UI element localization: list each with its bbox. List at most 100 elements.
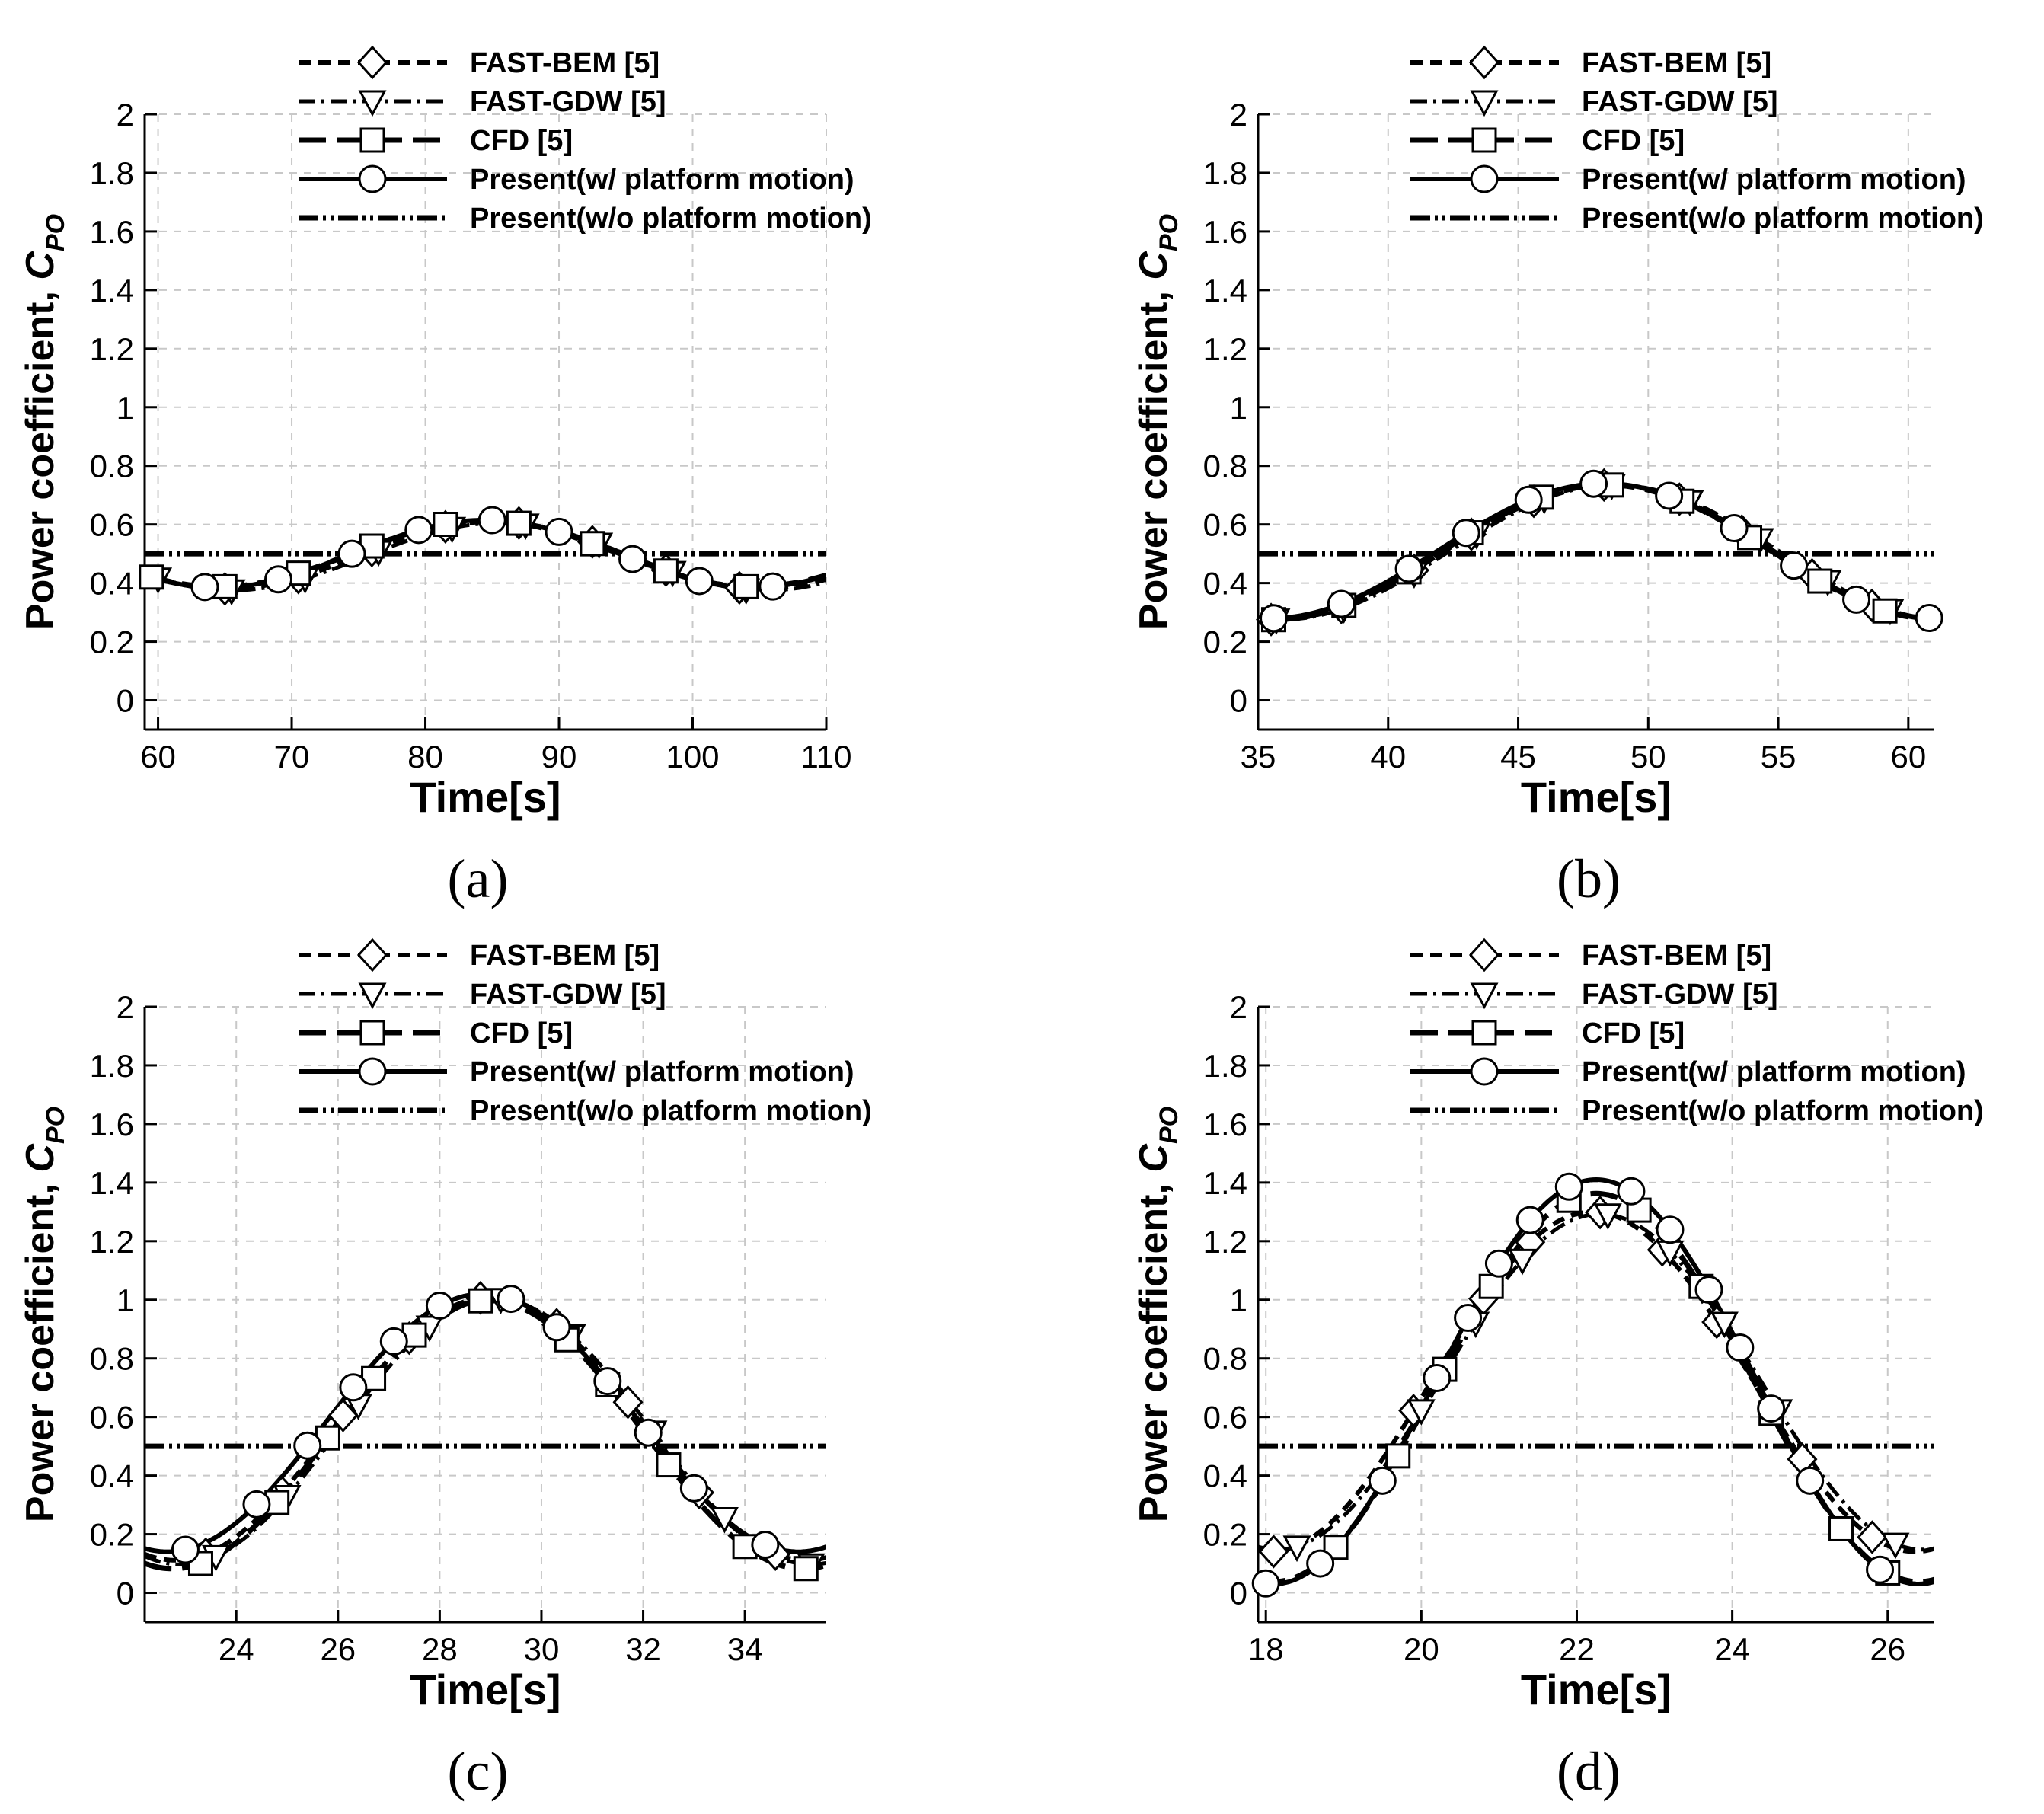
legend-marker-fast-bem-5 [356,45,388,80]
marker-present-w-platform-motion [293,1431,322,1460]
y-tick-label: 1 [117,390,134,426]
legend: FAST-BEM [5] FAST-GDW [5] CFD [5] Present(w… [299,45,872,235]
marker-present-w-platform-motion [1796,1466,1825,1495]
series-line-present-w-platform-motion [1258,481,1934,621]
x-tick-label: 45 [1500,739,1536,774]
y-axis-title-subscript: PO [41,214,70,251]
marker-cfd-5 [580,531,605,557]
marker-cfd-5 [1872,598,1898,624]
legend-label: FAST-GDW [5] [1582,979,1778,1011]
x-tick-label: 35 [1241,739,1276,774]
legend-label: CFD [5] [1582,1017,1685,1049]
legend-label: Present(w/o platform motion) [1582,1095,1984,1127]
legend-label: FAST-BEM [5] [470,47,660,79]
legend: FAST-BEM [5] FAST-GDW [5] CFD [5] Present(w… [1410,45,1984,235]
marker-cfd-5 [139,564,164,590]
legend-label: Present(w/o platform motion) [470,1095,872,1127]
legend-label: Present(w/o platform motion) [470,203,872,235]
x-tick-label: 22 [1559,1631,1595,1667]
y-axis-title-symbol: C [18,251,62,280]
marker-present-w-platform-motion [379,1327,408,1356]
y-tick-label: 1.8 [90,155,134,191]
legend-marker-fast-gdw-5 [1470,90,1499,117]
y-axis-title: Power coefficient, CPO [18,1107,70,1522]
chart-panel-c: 0 0.2 0.4 0.6 0.8 1 1.2 1.4 1.6 1.8 2 24 26 28 30 32 34 T… [18,937,872,1802]
series-line-present-w-platform-motion [1258,1177,1934,1587]
marker-cfd-5 [187,1551,213,1576]
y-tick-label: 1.2 [90,331,134,367]
legend-label: Present(w/o platform motion) [1582,203,1984,235]
y-tick-label: 0.2 [1203,624,1247,660]
marker-present-w-platform-motion [1368,1466,1397,1495]
marker-present-w-platform-motion [1554,1172,1583,1201]
marker-cfd-5 [1478,1273,1504,1299]
x-axis-title: Time[s] [410,773,561,821]
y-tick-label: 0 [1230,683,1247,719]
marker-cfd-5 [656,1452,682,1478]
marker-present-w-platform-motion [242,1490,271,1519]
panel-label: (d) [1557,1741,1621,1802]
marker-present-w-platform-motion [263,565,292,594]
y-tick-label: 1.4 [1203,273,1247,308]
marker-present-w-platform-motion [1306,1549,1335,1578]
series-line-fast-bem-5 [1258,482,1934,622]
legend-label: FAST-GDW [5] [470,979,666,1011]
marker-fast-gdw-5 [1508,1248,1537,1276]
marker-fast-gdw-5 [1710,1311,1739,1339]
y-axis-title-symbol: C [1132,1143,1176,1173]
marker-present-w-platform-motion [759,572,787,601]
legend-marker-fast-bem-5 [1468,45,1500,80]
y-tick-label: 2 [117,989,134,1025]
y-tick-label: 1.4 [90,1165,134,1201]
legend-label: CFD [5] [470,125,573,157]
legend-marker-cfd-5 [1471,1020,1497,1046]
marker-present-w-platform-motion [1251,1569,1280,1598]
marker-cfd-5 [733,573,759,599]
marker-present-w-platform-motion [1484,1249,1513,1278]
x-tick-label: 30 [524,1631,560,1667]
legend-marker-cfd-5 [1471,127,1497,153]
x-tick-label: 32 [625,1631,661,1667]
marker-present-w-platform-motion [1656,1215,1685,1244]
marker-present-w-platform-motion [1726,1333,1755,1362]
legend-label: FAST-GDW [5] [470,86,666,118]
y-axis-title-text: Power coefficient, [18,280,62,630]
chart-panel-d: 0 0.2 0.4 0.6 0.8 1 1.2 1.4 1.6 1.8 2 18 20 22 24 26 Tim… [1132,937,1984,1802]
marker-present-w-platform-motion [679,1474,708,1503]
legend-marker-present-w-platform-motion [358,1057,387,1086]
marker-present-w-platform-motion [1694,1276,1723,1305]
marker-cfd-5 [793,1556,819,1582]
marker-fast-gdw-5 [1593,1203,1622,1230]
marker-fast-gdw-5 [710,1506,739,1534]
marker-present-w-platform-motion [1617,1177,1646,1206]
x-tick-label: 26 [1870,1631,1905,1667]
legend: FAST-BEM [5] FAST-GDW [5] CFD [5] Present(w… [299,937,872,1127]
y-axis-title-subscript: PO [1155,1107,1183,1144]
legend-label: FAST-GDW [5] [1582,86,1778,118]
marker-present-w-platform-motion [1866,1555,1895,1584]
marker-cfd-5 [433,512,458,538]
marker-fast-gdw-5 [1282,1535,1311,1563]
series-line-cfd-5 [145,1298,826,1572]
legend-label: FAST-BEM [5] [470,940,660,972]
series-line-fast-gdw-5 [145,521,826,592]
y-tick-label: 2 [1230,97,1247,133]
y-tick-label: 1.2 [1203,331,1247,367]
y-tick-label: 0.6 [1203,1400,1247,1436]
legend-marker-present-w-platform-motion [1470,164,1499,193]
y-tick-label: 0.6 [90,507,134,543]
marker-present-w-platform-motion [190,573,219,602]
x-tick-label: 100 [666,739,719,774]
x-tick-label: 24 [1714,1631,1750,1667]
y-axis-title-subscript: PO [1155,214,1183,251]
marker-present-w-platform-motion [1327,589,1356,618]
marker-present-w-platform-motion [545,517,573,546]
legend-marker-fast-gdw-5 [358,982,387,1010]
legend-label: Present(w/ platform motion) [1582,164,1966,196]
legend: FAST-BEM [5] FAST-GDW [5] CFD [5] Present(w… [1410,937,1984,1127]
marker-cfd-5 [1385,1443,1411,1469]
marker-present-w-platform-motion [634,1418,663,1447]
legend-marker-fast-gdw-5 [1470,982,1499,1010]
y-tick-label: 0 [1230,1576,1247,1611]
